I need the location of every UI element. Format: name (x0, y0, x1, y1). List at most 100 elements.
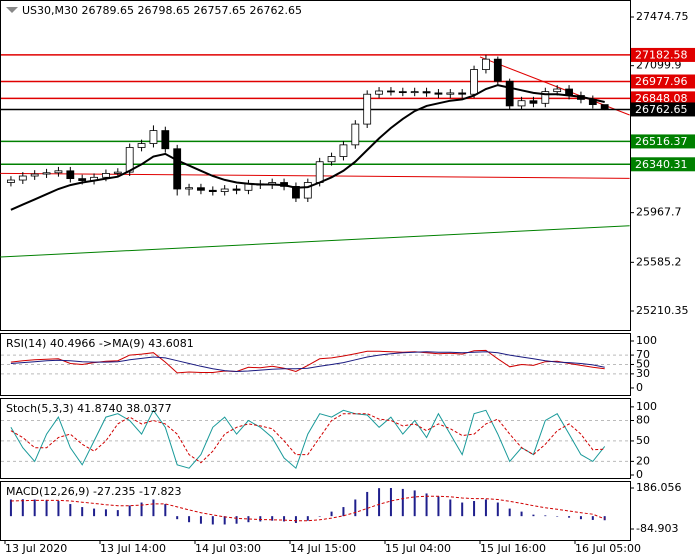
indicator-line (10, 413, 605, 464)
candle-body (220, 188, 229, 192)
x-tick-label: 15 Jul 16:00 (480, 542, 546, 555)
x-tick-label: 13 Jul 2020 (5, 542, 67, 555)
candle-body (54, 170, 63, 174)
y-tick-label: 100 (636, 400, 657, 413)
histogram-bar (140, 502, 143, 517)
panel-title: US30,M30 26789.65 26798.65 26757.65 2676… (22, 4, 302, 17)
indicator-line (10, 351, 605, 373)
candle-body (493, 58, 502, 82)
y-tick-label: 100 (636, 334, 657, 347)
histogram-bar (93, 508, 96, 517)
histogram-bar (152, 499, 155, 517)
candle-body (303, 182, 312, 199)
candle-body (292, 186, 300, 199)
candle-body (173, 148, 182, 190)
candle-body (339, 144, 348, 157)
histogram-bar (532, 514, 535, 517)
indicator-line (10, 409, 606, 470)
candle-body (197, 187, 205, 191)
histogram-bar (259, 516, 262, 522)
candle-body (315, 161, 324, 183)
candle-body (137, 143, 146, 148)
candle-body (30, 173, 39, 177)
histogram-bar (568, 516, 571, 518)
histogram-bar (128, 505, 131, 517)
candle-body (410, 91, 419, 94)
candle-body (102, 173, 110, 178)
candle-body (470, 69, 478, 95)
panel-title: RSI(14) 40.4966 ->MA(9) 43.6081 (6, 337, 194, 350)
histogram-bar (69, 504, 72, 517)
x-tick-label: 14 Jul 03:00 (195, 542, 261, 555)
histogram-bar (247, 516, 250, 523)
histogram-bar (9, 499, 12, 517)
candle-body (363, 93, 372, 125)
level-label: 26340.31 (635, 158, 688, 171)
x-tick-label: 16 Jul 05:00 (575, 542, 641, 555)
histogram-bar (188, 516, 191, 523)
histogram-bar (330, 511, 333, 517)
candle-body (553, 88, 562, 93)
candle-body (125, 147, 134, 173)
histogram-bar (401, 488, 404, 517)
histogram-bar (211, 516, 214, 525)
histogram-bar (57, 501, 60, 517)
candle-body (422, 91, 431, 94)
candle-body (113, 171, 122, 174)
histogram-bar (223, 516, 226, 525)
x-tick-label: 15 Jul 04:00 (385, 542, 451, 555)
y-tick-label: 25210.35 (636, 304, 689, 317)
menu-icon (6, 7, 18, 13)
candle-body (600, 104, 609, 110)
candle-body (375, 90, 383, 95)
histogram-bar (33, 499, 36, 517)
candle-body (541, 91, 550, 104)
level-label: 26516.37 (635, 135, 688, 148)
candle-body (7, 179, 15, 183)
histogram-bar (81, 507, 84, 517)
histogram-bar (21, 499, 24, 517)
histogram-bar (283, 516, 286, 522)
indicator-line (10, 349, 605, 374)
histogram-bar (461, 502, 464, 517)
y-tick-label: 80 (636, 413, 650, 426)
histogram-bar (318, 516, 321, 517)
x-tick-label: 13 Jul 14:00 (100, 542, 166, 555)
histogram-bar (235, 516, 238, 524)
histogram-bar (176, 516, 179, 520)
histogram-bar (496, 502, 499, 517)
indicator-line (10, 84, 605, 211)
histogram-bar (591, 516, 594, 520)
candle-body (78, 178, 87, 181)
level-label-box (631, 47, 695, 62)
y-tick-label: 50 (636, 434, 650, 447)
histogram-bar (449, 499, 452, 517)
panel-frame (0, 481, 631, 541)
y-tick-label: 0 (636, 468, 643, 481)
histogram-bar (556, 516, 559, 517)
candle-body (351, 123, 360, 146)
level-label-box (631, 134, 695, 149)
histogram-bar (366, 491, 369, 517)
level-label: 26977.96 (635, 75, 688, 88)
y-tick-label: 30 (636, 367, 650, 380)
candle-body (446, 92, 455, 95)
trend-line (0, 225, 630, 258)
level-label: 26848.08 (635, 92, 688, 105)
candle-body (505, 80, 514, 107)
y-tick-label: 27474.75 (636, 10, 689, 23)
histogram-bar (484, 499, 487, 517)
candle-body (517, 100, 526, 107)
panel-frame (0, 0, 631, 331)
histogram-bar (378, 488, 381, 517)
histogram-bar (342, 507, 345, 517)
histogram-bar (413, 490, 416, 517)
histogram-bar (603, 516, 606, 521)
histogram-bar (508, 508, 511, 517)
histogram-bar (116, 510, 119, 517)
candle-body (232, 188, 241, 191)
candle-body (149, 130, 158, 144)
